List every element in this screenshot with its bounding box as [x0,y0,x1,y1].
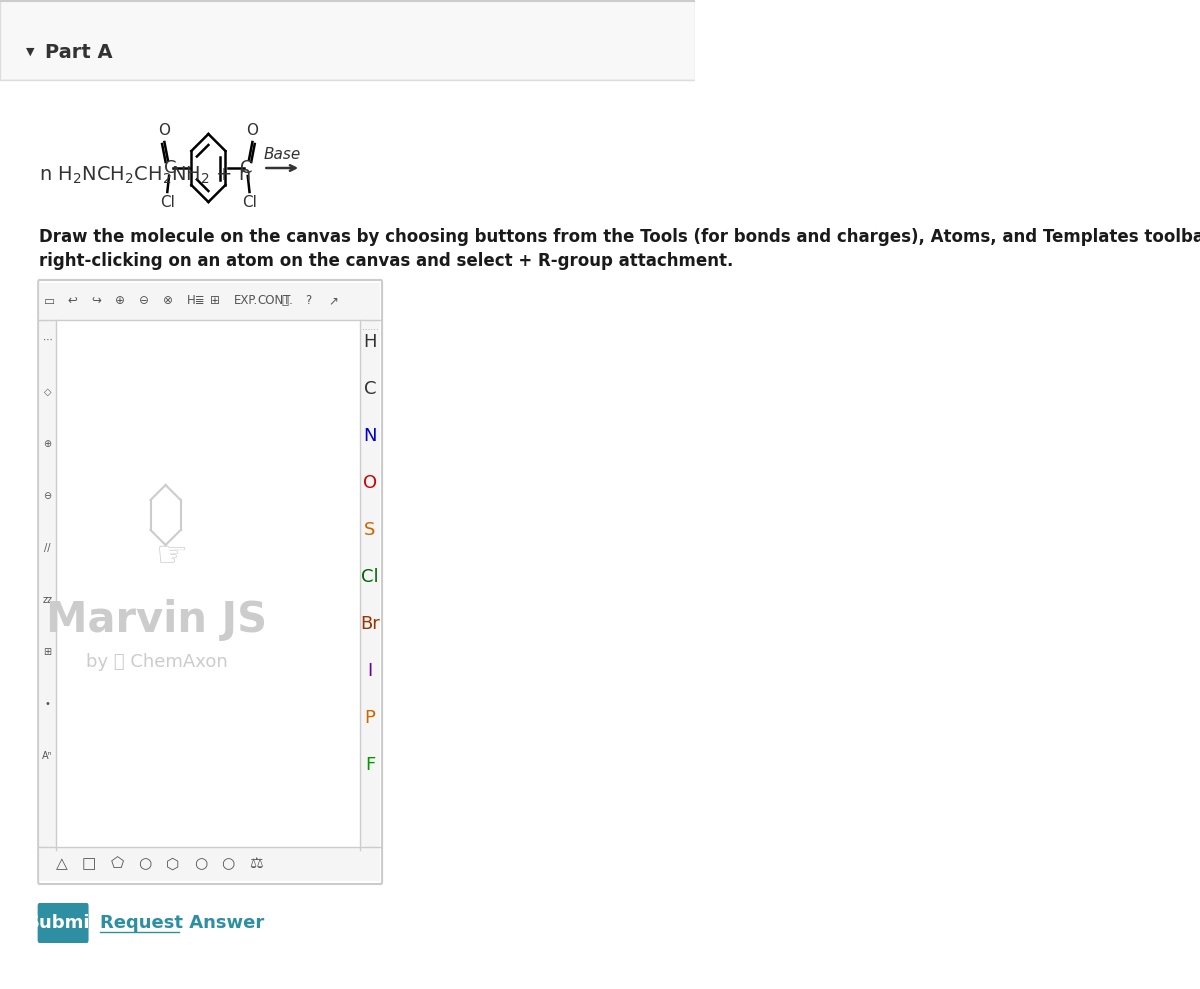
Text: Cl: Cl [361,568,379,586]
Text: ⬠: ⬠ [110,856,124,871]
Text: C: C [240,159,253,177]
Text: Request Answer: Request Answer [100,914,264,932]
Text: Cl: Cl [160,195,175,210]
Text: ⓘ: ⓘ [281,295,288,308]
Text: ⊞: ⊞ [210,295,220,308]
Text: ▼: ▼ [26,47,35,57]
Text: C: C [364,380,376,398]
Text: O: O [362,474,377,492]
Text: CONT.: CONT. [258,295,294,308]
Text: ⊗: ⊗ [163,295,173,308]
Text: ↩: ↩ [67,295,78,308]
Text: ▭: ▭ [44,295,55,308]
Text: F: F [365,756,376,774]
Text: Marvin JS: Marvin JS [47,599,268,641]
Text: ↗: ↗ [329,295,338,308]
Text: ⬡: ⬡ [166,856,179,871]
Text: O: O [158,123,170,137]
Text: ⊖: ⊖ [43,491,52,501]
Text: ⊖: ⊖ [139,295,149,308]
Bar [40,321,56,848]
Text: ○: ○ [222,856,235,871]
Text: ○: ○ [193,856,206,871]
Text: zz: zz [42,595,53,605]
Text: Br: Br [360,615,379,633]
Text: •: • [44,699,50,709]
Text: H: H [364,333,377,351]
Text: right-clicking on an atom on the canvas and select + R-group attachment.: right-clicking on an atom on the canvas … [40,252,733,270]
Text: ⋯: ⋯ [42,335,53,345]
Text: //: // [44,543,50,553]
Bar [40,847,380,881]
Text: N: N [364,427,377,445]
Text: H≣: H≣ [186,295,205,308]
Text: △: △ [55,856,67,871]
Text: P: P [365,709,376,727]
Text: C: C [164,159,176,177]
Text: ⊞: ⊞ [43,647,52,657]
FancyBboxPatch shape [37,903,89,943]
Text: ◇: ◇ [43,387,52,397]
Text: Base: Base [263,146,300,161]
Text: Draw the molecule on the canvas by choosing buttons from the Tools (for bonds an: Draw the molecule on the canvas by choos… [40,228,1200,246]
Text: Aⁿ: Aⁿ [42,751,53,761]
FancyBboxPatch shape [0,0,695,80]
Text: ⊕: ⊕ [115,295,125,308]
Text: ☞: ☞ [156,538,188,572]
Bar [40,283,380,321]
Text: ○: ○ [138,856,151,871]
Text: ?: ? [305,295,311,308]
Text: S: S [365,521,376,539]
Text: ⚖: ⚖ [250,856,263,871]
Text: ⊕: ⊕ [43,439,52,449]
Text: ↪: ↪ [91,295,101,308]
Text: Cl: Cl [242,195,257,210]
Text: ⋯⋯: ⋯⋯ [361,325,378,334]
Text: n H$_2$NCH$_2$CH$_2$NH$_2$ + n: n H$_2$NCH$_2$CH$_2$NH$_2$ + n [40,164,251,186]
Text: by Ⓢ ChemAxon: by Ⓢ ChemAxon [86,653,228,671]
Text: EXP.: EXP. [234,295,258,308]
Bar [360,321,380,848]
Text: Part A: Part A [46,43,113,61]
Text: Submit: Submit [28,914,100,932]
FancyBboxPatch shape [38,280,382,884]
Text: I: I [367,662,372,680]
Text: O: O [246,123,258,137]
Text: □: □ [82,856,96,871]
